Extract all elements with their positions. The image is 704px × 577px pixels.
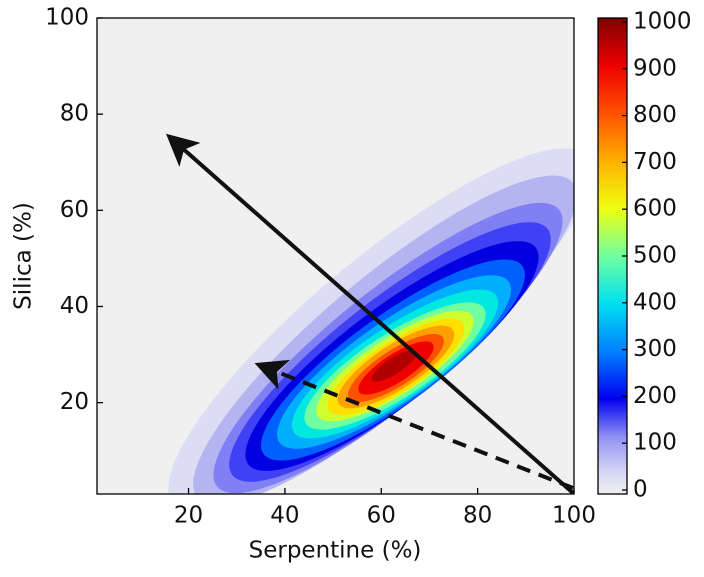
y-tick-label: 80 [60, 101, 89, 127]
colorbar-tick-label: 900 [633, 55, 677, 81]
axes-frame [96, 17, 575, 495]
x-tick-label: 80 [463, 503, 492, 529]
y-tick-label: 100 [45, 5, 89, 31]
x-tick-label: 60 [367, 503, 396, 529]
colorbar-tick-label: 500 [633, 243, 677, 269]
trend-arrow-dashed [254, 359, 574, 490]
trend-arrow [166, 133, 575, 495]
x-tick-label: 40 [270, 503, 299, 529]
colorbar-tick-label: 700 [633, 149, 677, 175]
density-field [168, 148, 574, 494]
colorbar-tick-label: 300 [633, 336, 677, 362]
y-tick-label: 20 [60, 389, 89, 415]
y-axis-label: Silica (%) [11, 202, 37, 310]
y-tick-label: 60 [60, 197, 89, 223]
y-tick-label: 40 [60, 293, 89, 319]
colorbar-tick-label: 0 [633, 477, 648, 503]
colorbar-tick-label: 400 [633, 289, 677, 315]
colorbar-tick-label: 800 [633, 102, 677, 128]
x-tick-label: 100 [552, 503, 596, 529]
x-tick-label: 20 [174, 503, 203, 529]
x-axis-label: Serpentine (%) [249, 538, 422, 564]
colorbar-tick-label: 100 [633, 430, 677, 456]
colorbar-tick-label: 600 [633, 196, 677, 222]
colorbar-tick-label: 200 [633, 383, 677, 409]
colorbar-tick-label: 1000 [633, 9, 692, 35]
